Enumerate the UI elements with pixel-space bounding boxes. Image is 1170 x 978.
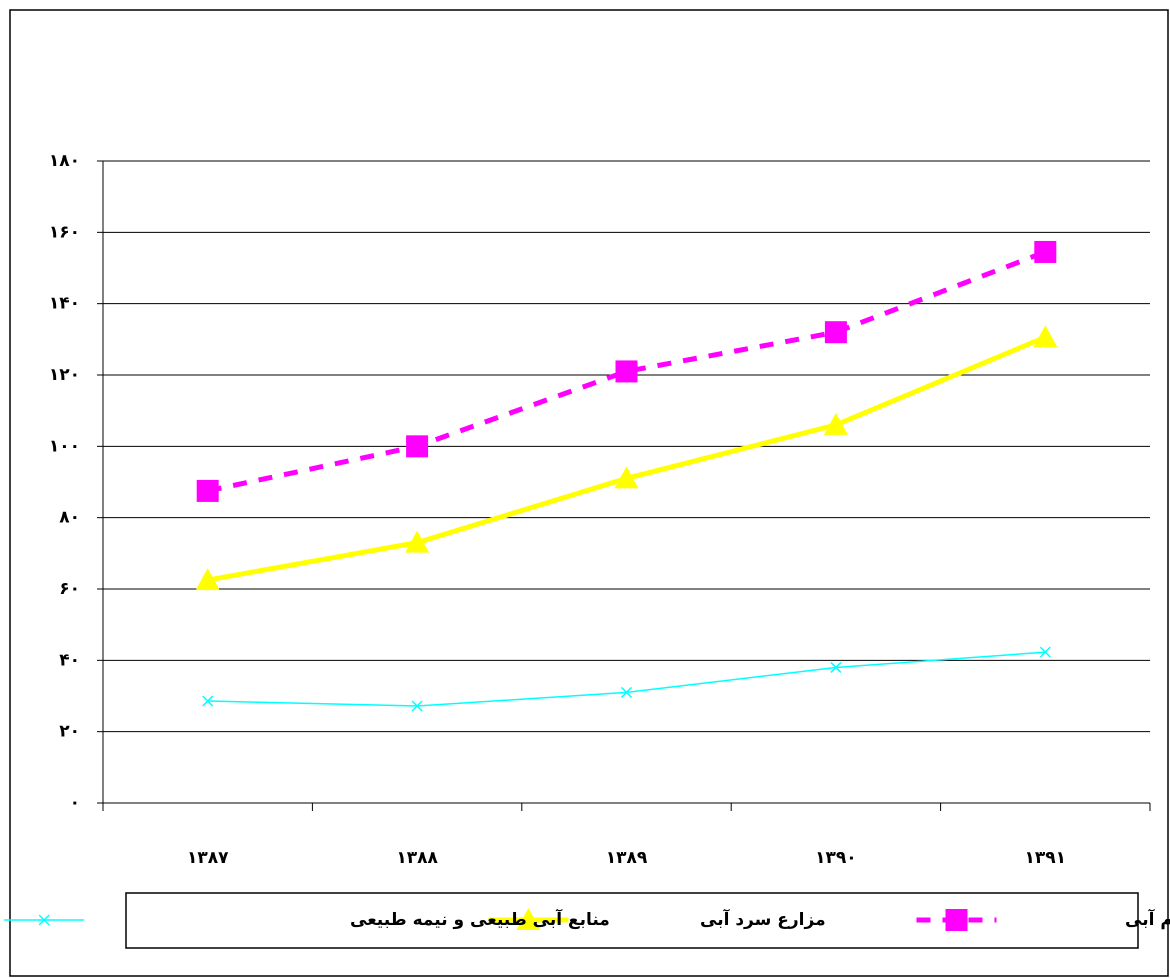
y-tick-label: ۸۰ xyxy=(59,508,80,528)
legend-box xyxy=(125,892,1139,949)
marker xyxy=(406,435,429,458)
marker xyxy=(945,909,968,931)
marker xyxy=(824,321,847,344)
x-tick-label: ۱۳۸۹ xyxy=(606,848,648,868)
y-tick-label: ۱۸۰ xyxy=(49,151,80,171)
y-tick-label: ۱۶۰ xyxy=(49,222,80,242)
marker xyxy=(614,466,639,489)
marker xyxy=(1039,646,1051,658)
marker xyxy=(620,686,633,698)
marker xyxy=(196,479,219,502)
marker xyxy=(1034,240,1057,263)
marker xyxy=(516,908,541,930)
x-tick-label: ۱۳۸۸ xyxy=(396,848,438,868)
legend-label: مزارع گرم آبی xyxy=(1125,908,1170,930)
y-tick-label: ۱۴۰ xyxy=(49,294,80,314)
x-tick-label: ۱۳۹۰ xyxy=(815,848,857,868)
chart-border xyxy=(9,9,1169,977)
marker xyxy=(1033,325,1058,348)
marker xyxy=(830,661,842,673)
x-tick-label: ۱۳۸۷ xyxy=(187,848,229,868)
y-tick-label: ۰ xyxy=(70,793,80,813)
marker xyxy=(405,530,430,553)
series-line xyxy=(207,249,1047,494)
marker xyxy=(195,568,220,591)
legend-label: منابع آبی طبیعی و نیمه طبیعی xyxy=(350,908,610,930)
marker xyxy=(823,412,848,435)
marker xyxy=(615,360,638,383)
y-tick-label: ۲۰ xyxy=(59,722,80,742)
legend-label: مزارع سرد آبی xyxy=(700,908,826,930)
marker xyxy=(202,695,214,707)
x-tick-label: ۱۳۹۱ xyxy=(1025,848,1067,868)
marker xyxy=(38,914,50,926)
y-tick-label: ۱۰۰ xyxy=(49,436,80,456)
y-tick-label: ۶۰ xyxy=(59,579,80,599)
y-tick-label: ۴۰ xyxy=(59,650,80,670)
y-tick-label: ۱۲۰ xyxy=(49,365,80,385)
marker xyxy=(411,700,423,712)
